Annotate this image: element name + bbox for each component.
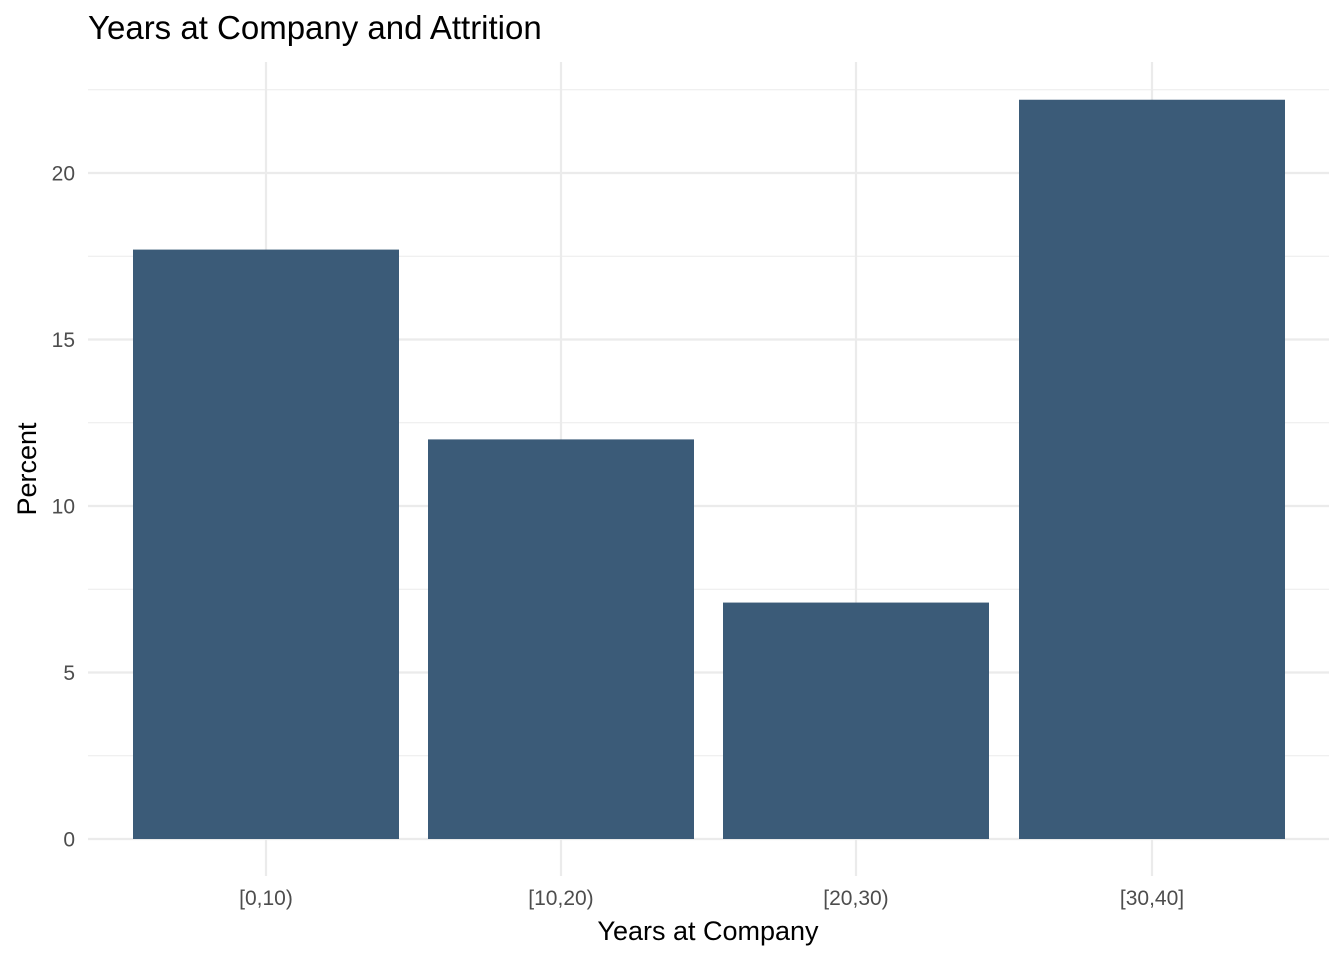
y-tick-label: 20 [52,163,75,186]
bar [428,439,694,839]
bar [723,602,989,839]
bar [1019,99,1285,840]
bars [133,99,1285,840]
x-tick-label: [0,10) [239,887,293,910]
y-tick-label: 10 [52,496,75,519]
x-axis-tick-labels: [0,10) [10,20) [20,30) [30,40] [239,887,1184,910]
x-axis-title: Years at Company [597,916,819,946]
chart-title: Years at Company and Attrition [88,9,542,46]
y-tick-label: 5 [63,662,75,685]
y-axis-title: Percent [12,422,42,516]
x-tick-label: [30,40] [1120,887,1184,910]
x-tick-label: [20,30) [823,887,888,910]
x-tick-label: [10,20) [528,887,593,910]
y-axis-tick-labels: 0 5 10 15 20 [52,163,75,852]
bar [133,249,399,840]
y-tick-label: 15 [52,329,75,352]
y-tick-label: 0 [63,829,75,852]
